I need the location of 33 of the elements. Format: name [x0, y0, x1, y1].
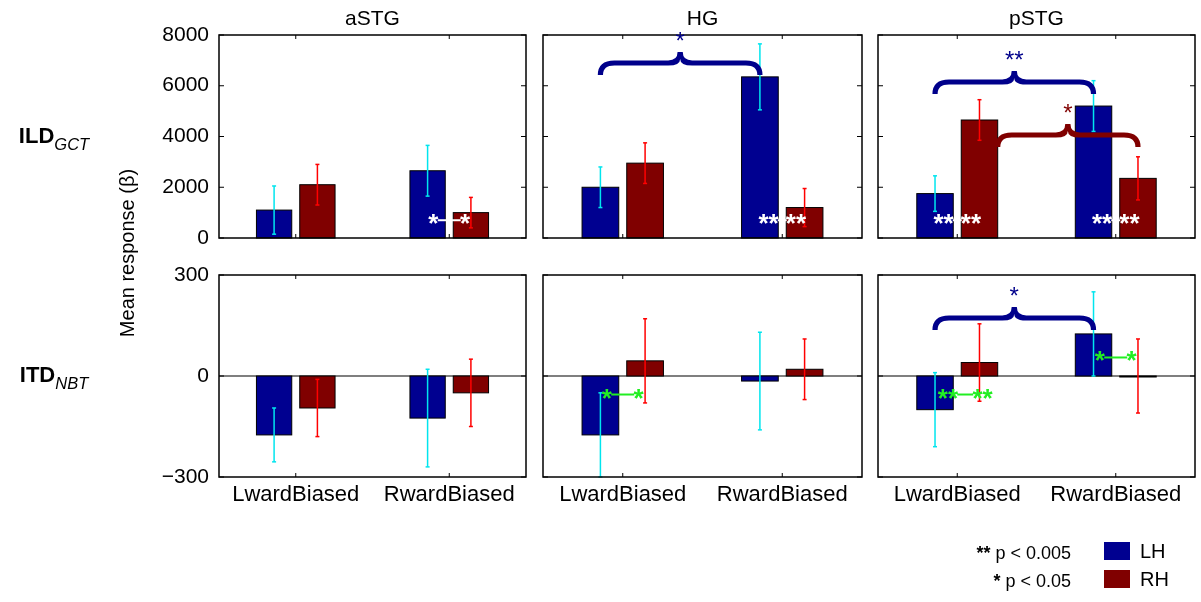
text: ITD$_{NBT}$: [19, 361, 91, 393]
y-tick-label: 0: [197, 362, 209, 386]
annotation: *: [1009, 282, 1019, 309]
y-tick-label: −300: [161, 463, 209, 487]
annotation: * *: [1094, 345, 1138, 376]
y-tick-label: 300: [173, 261, 209, 285]
y-tick-label: 2000: [162, 173, 209, 197]
annotation: ** **: [933, 208, 982, 239]
annotation: **: [1004, 46, 1024, 73]
annotation: *: [1063, 99, 1073, 126]
x-tick-label: RwardBiased: [716, 481, 848, 506]
legend-label: LH: [1140, 540, 1166, 562]
x-tick-label: RwardBiased: [1050, 481, 1182, 506]
y-tick-label: 8000: [162, 21, 209, 45]
legend-label: RH: [1140, 568, 1169, 590]
y-tick-label: 0: [197, 224, 209, 248]
x-tick-label: LwardBiased: [893, 481, 1021, 506]
text: ** p < 0.005: [976, 543, 1071, 563]
annotation: ** **: [1091, 208, 1141, 239]
chart-title: HG: [686, 6, 719, 29]
x-tick-label: LwardBiased: [232, 481, 360, 506]
x-tick-label: LwardBiased: [559, 481, 687, 506]
text: ILD$_{GCT}$: [18, 122, 92, 153]
chart-title: pSTG: [1009, 6, 1064, 29]
annotation: * *: [428, 208, 472, 239]
x-tick-label: RwardBiased: [383, 481, 515, 506]
text: * p < 0.05: [993, 571, 1071, 591]
y-tick-label: 4000: [162, 123, 209, 147]
annotation: * *: [601, 382, 645, 413]
y-tick-label: 6000: [162, 72, 209, 96]
y-axis-title: Mean response (β): [116, 168, 139, 338]
annotation: ** **: [758, 208, 807, 239]
chart-title: aSTG: [345, 6, 400, 29]
